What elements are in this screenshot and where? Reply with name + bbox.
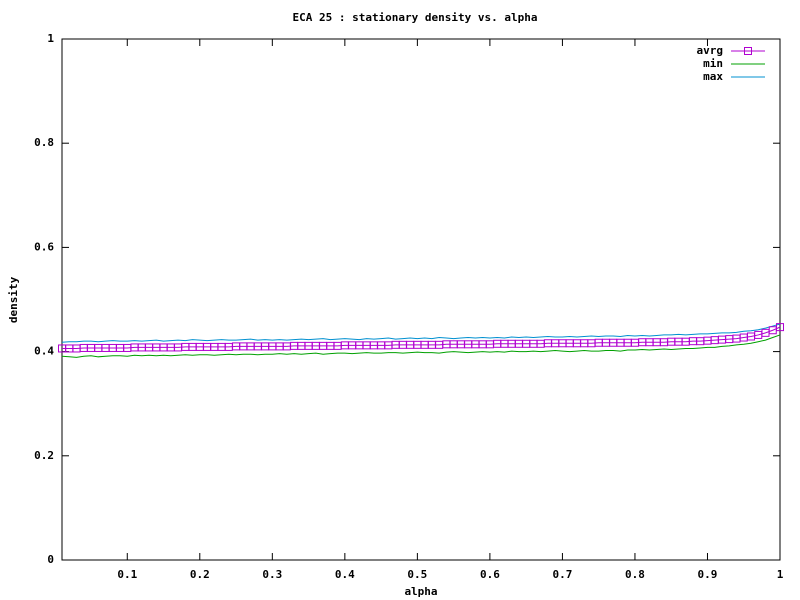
x-tick-label: 0.8 [625, 568, 645, 581]
y-tick-label: 0 [47, 553, 54, 566]
legend-label: avrg [697, 44, 724, 57]
legend-label: max [703, 70, 723, 83]
x-tick-label: 0.1 [117, 568, 137, 581]
x-tick-label: 1 [777, 568, 784, 581]
series-line [61, 323, 781, 343]
y-tick-label: 0.8 [34, 136, 54, 149]
data-point [776, 323, 784, 332]
y-axis-label: density [7, 276, 20, 323]
x-tick-label: 0.9 [698, 568, 718, 581]
plot-frame [61, 38, 781, 561]
x-tick-label: 0.2 [190, 568, 210, 581]
y-tick-label: 0.2 [34, 449, 54, 462]
x-tick-label: 0.6 [480, 568, 500, 581]
x-tick-label: 0.5 [407, 568, 427, 581]
y-tick-label: 1 [47, 32, 54, 45]
legend-label: min [703, 57, 723, 70]
x-tick-label: 0.3 [262, 568, 282, 581]
x-tick-label: 0.7 [552, 568, 572, 581]
chart-title: ECA 25 : stationary density vs. alpha [292, 11, 537, 24]
x-axis-label: alpha [404, 585, 437, 598]
y-tick-label: 0.6 [34, 240, 54, 253]
series-line [61, 334, 781, 358]
y-tick-label: 0.4 [34, 345, 54, 358]
legend-marker [744, 47, 752, 55]
x-tick-label: 0.4 [335, 568, 355, 581]
